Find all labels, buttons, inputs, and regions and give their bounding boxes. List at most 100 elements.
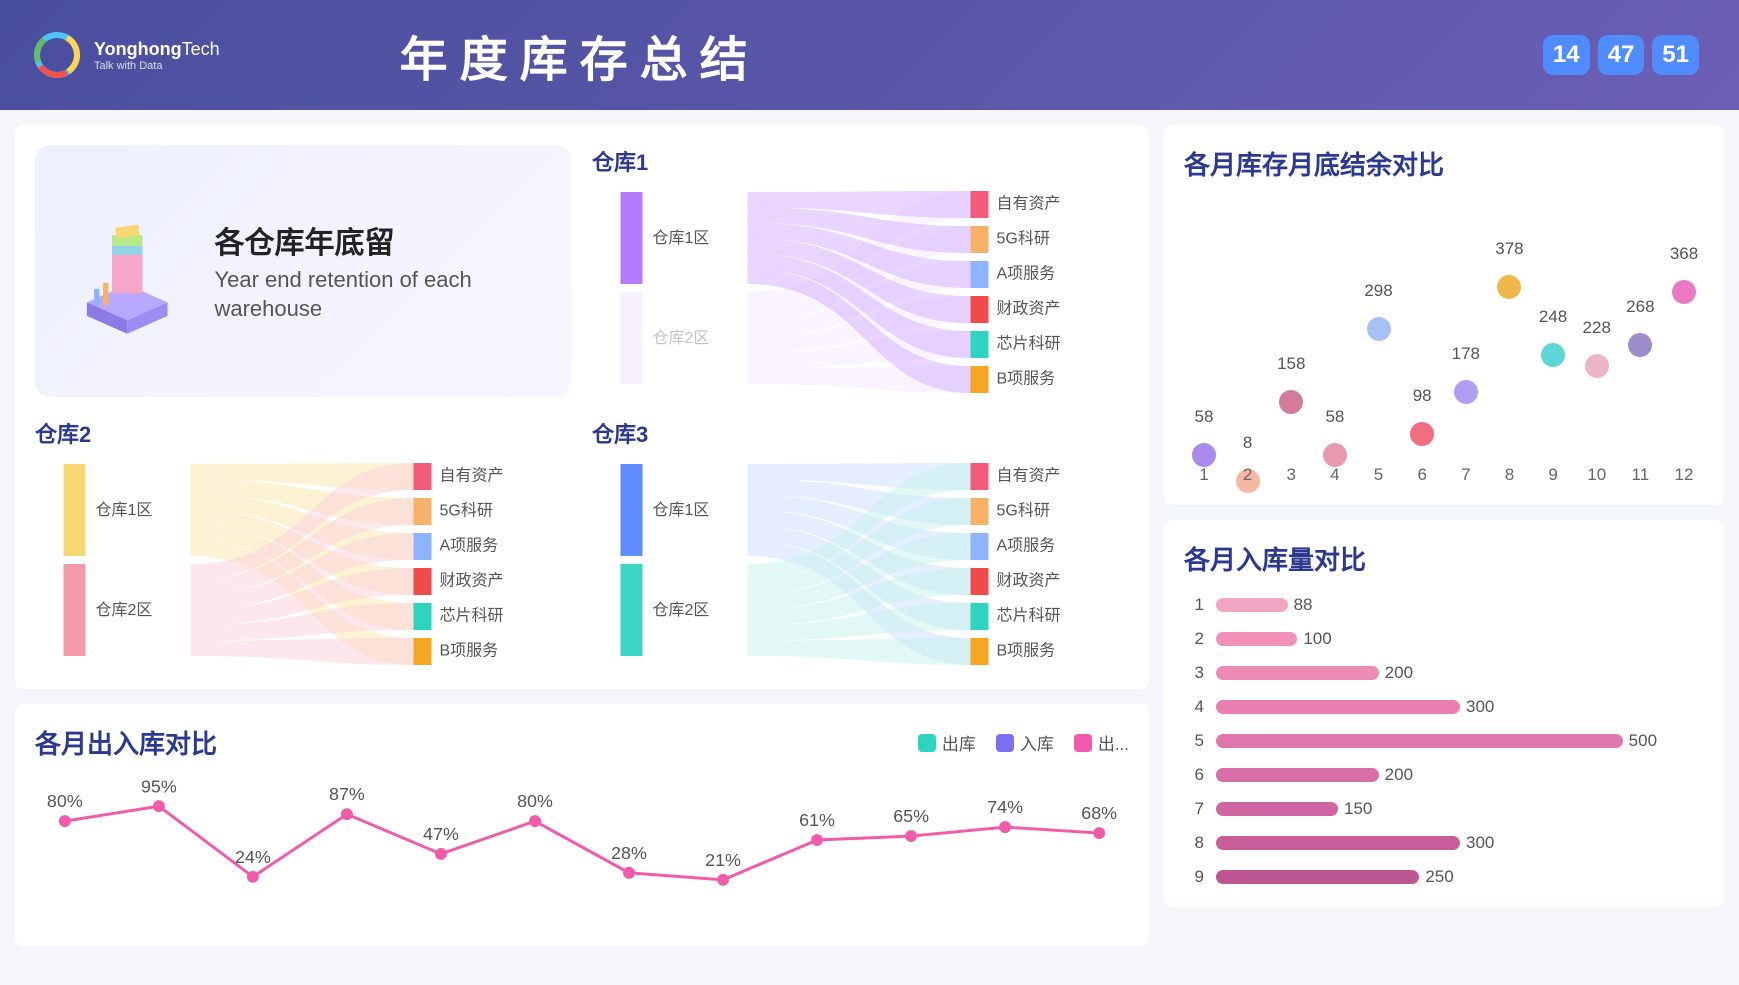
svg-text:21%: 21% [705,850,741,870]
scatter-x-tick: 10 [1587,465,1606,485]
svg-text:61%: 61% [799,810,835,830]
scatter-point[interactable] [1454,380,1478,404]
bar-idx: 8 [1184,833,1204,853]
bar-row[interactable]: 8 300 [1184,833,1704,853]
scatter-value: 268 [1626,297,1654,317]
svg-text:A项服务: A项服务 [997,265,1056,283]
clock: 14 47 51 [1543,35,1699,75]
legend-swatch [1074,734,1092,752]
scatter-point[interactable] [1672,280,1696,304]
bar-row[interactable]: 5 500 [1184,731,1704,751]
svg-text:47%: 47% [423,824,459,844]
svg-text:5G科研: 5G科研 [997,230,1050,248]
bar-fill [1216,598,1288,612]
scatter-x-tick: 5 [1374,465,1383,485]
bar-row[interactable]: 7 150 [1184,799,1704,819]
bars-card: 各月入库量对比 1 88 2 100 3 200 4 300 5 500 6 200 7 1… [1164,520,1724,907]
scatter-point[interactable] [1585,354,1609,378]
scatter-value: 98 [1413,386,1432,406]
bar-row[interactable]: 6 200 [1184,765,1704,785]
sankey2-title: 仓库2 [35,417,572,449]
summary-en: Year end retention of each warehouse [214,266,547,323]
scatter-x-tick: 8 [1505,465,1514,485]
scatter-value: 228 [1583,318,1611,338]
bar-value: 500 [1629,731,1657,751]
sankey3-chart[interactable]: 仓库1区仓库2区自有资产5G科研A项服务财政资产芯片科研B项服务 [592,459,1129,669]
svg-text:仓库2区: 仓库2区 [653,601,710,619]
scatter-x-tick: 9 [1548,465,1557,485]
bar-row[interactable]: 3 200 [1184,663,1704,683]
svg-text:B项服务: B项服务 [997,642,1056,660]
svg-text:5G科研: 5G科研 [997,502,1050,520]
scatter-chart[interactable]: 5881585829898178378248228268368123456789… [1184,200,1704,485]
svg-text:芯片科研: 芯片科研 [997,335,1061,353]
sankey3-cell: 仓库3 仓库1区仓库2区自有资产5G科研A项服务财政资产芯片科研B项服务 [592,417,1129,669]
svg-text:仓库2区: 仓库2区 [96,601,153,619]
scatter-value: 158 [1277,354,1305,374]
sankey1-chart[interactable]: 仓库1区仓库2区自有资产5G科研A项服务财政资产芯片科研B项服务 [592,187,1129,397]
svg-text:仓库2区: 仓库2区 [653,329,710,347]
brand-light: Tech [182,39,220,59]
svg-text:A项服务: A项服务 [440,537,499,555]
svg-text:财政资产: 财政资产 [997,572,1061,590]
bar-row[interactable]: 2 100 [1184,629,1704,649]
scatter-point[interactable] [1323,443,1347,467]
page-title: 年度库存总结 [400,20,760,90]
summary-icon [60,196,194,346]
bar-idx: 9 [1184,867,1204,887]
svg-text:80%: 80% [47,791,83,811]
scatter-x-tick: 12 [1675,465,1694,485]
brand-bold: Yonghong [94,39,182,59]
scatter-value: 368 [1670,244,1698,264]
legend-item[interactable]: 出库 [918,730,976,755]
bar-value: 250 [1425,867,1453,887]
bar-fill [1216,836,1460,850]
bar-fill [1216,768,1379,782]
legend-item[interactable]: 出... [1074,730,1129,755]
scatter-point[interactable] [1279,390,1303,414]
bar-value: 200 [1385,765,1413,785]
line-chart[interactable]: 80%95%24%87%47%80%28%21%61%65%74%68% [35,771,1129,921]
bar-value: 300 [1466,833,1494,853]
scatter-point[interactable] [1410,422,1434,446]
svg-text:仓库1区: 仓库1区 [653,501,710,519]
summary-cell: 各仓库年底留 Year end retention of each wareho… [35,145,572,397]
svg-text:28%: 28% [611,843,647,863]
scatter-point[interactable] [1497,275,1521,299]
bar-idx: 5 [1184,731,1204,751]
scatter-value: 58 [1325,407,1344,427]
bars-chart[interactable]: 1 88 2 100 3 200 4 300 5 500 6 200 7 150 8 300 9… [1184,595,1704,887]
sankey1-cell: 仓库1 仓库1区仓库2区自有资产5G科研A项服务财政资产芯片科研B项服务 [592,145,1129,397]
bar-fill [1216,802,1338,816]
svg-text:A项服务: A项服务 [997,537,1056,555]
bar-value: 100 [1303,629,1331,649]
bars-title: 各月入库量对比 [1184,540,1704,577]
bar-row[interactable]: 4 300 [1184,697,1704,717]
scatter-x-tick: 3 [1287,465,1296,485]
legend-item[interactable]: 入库 [996,730,1054,755]
bar-row[interactable]: 9 250 [1184,867,1704,887]
bar-idx: 3 [1184,663,1204,683]
scatter-point[interactable] [1628,333,1652,357]
legend-swatch [996,734,1014,752]
clock-h: 14 [1543,35,1590,75]
svg-text:财政资产: 财政资产 [997,300,1061,318]
bar-fill [1216,666,1379,680]
scatter-point[interactable] [1192,443,1216,467]
svg-text:仓库1区: 仓库1区 [653,229,710,247]
svg-text:65%: 65% [893,806,929,826]
sankey2-chart[interactable]: 仓库1区仓库2区自有资产5G科研A项服务财政资产芯片科研B项服务 [35,459,572,669]
scatter-point[interactable] [1367,317,1391,341]
bar-idx: 2 [1184,629,1204,649]
clock-m: 47 [1598,35,1645,75]
bar-row[interactable]: 1 88 [1184,595,1704,615]
svg-text:5G科研: 5G科研 [440,502,493,520]
svg-text:自有资产: 自有资产 [997,195,1061,213]
bar-fill [1216,870,1419,884]
svg-text:芯片科研: 芯片科研 [440,607,504,625]
sankey3-title: 仓库3 [592,417,1129,449]
line-title: 各月出入库对比 [35,724,217,761]
main: 各仓库年底留 Year end retention of each wareho… [0,110,1739,961]
scatter-point[interactable] [1541,343,1565,367]
svg-text:仓库1区: 仓库1区 [96,501,153,519]
